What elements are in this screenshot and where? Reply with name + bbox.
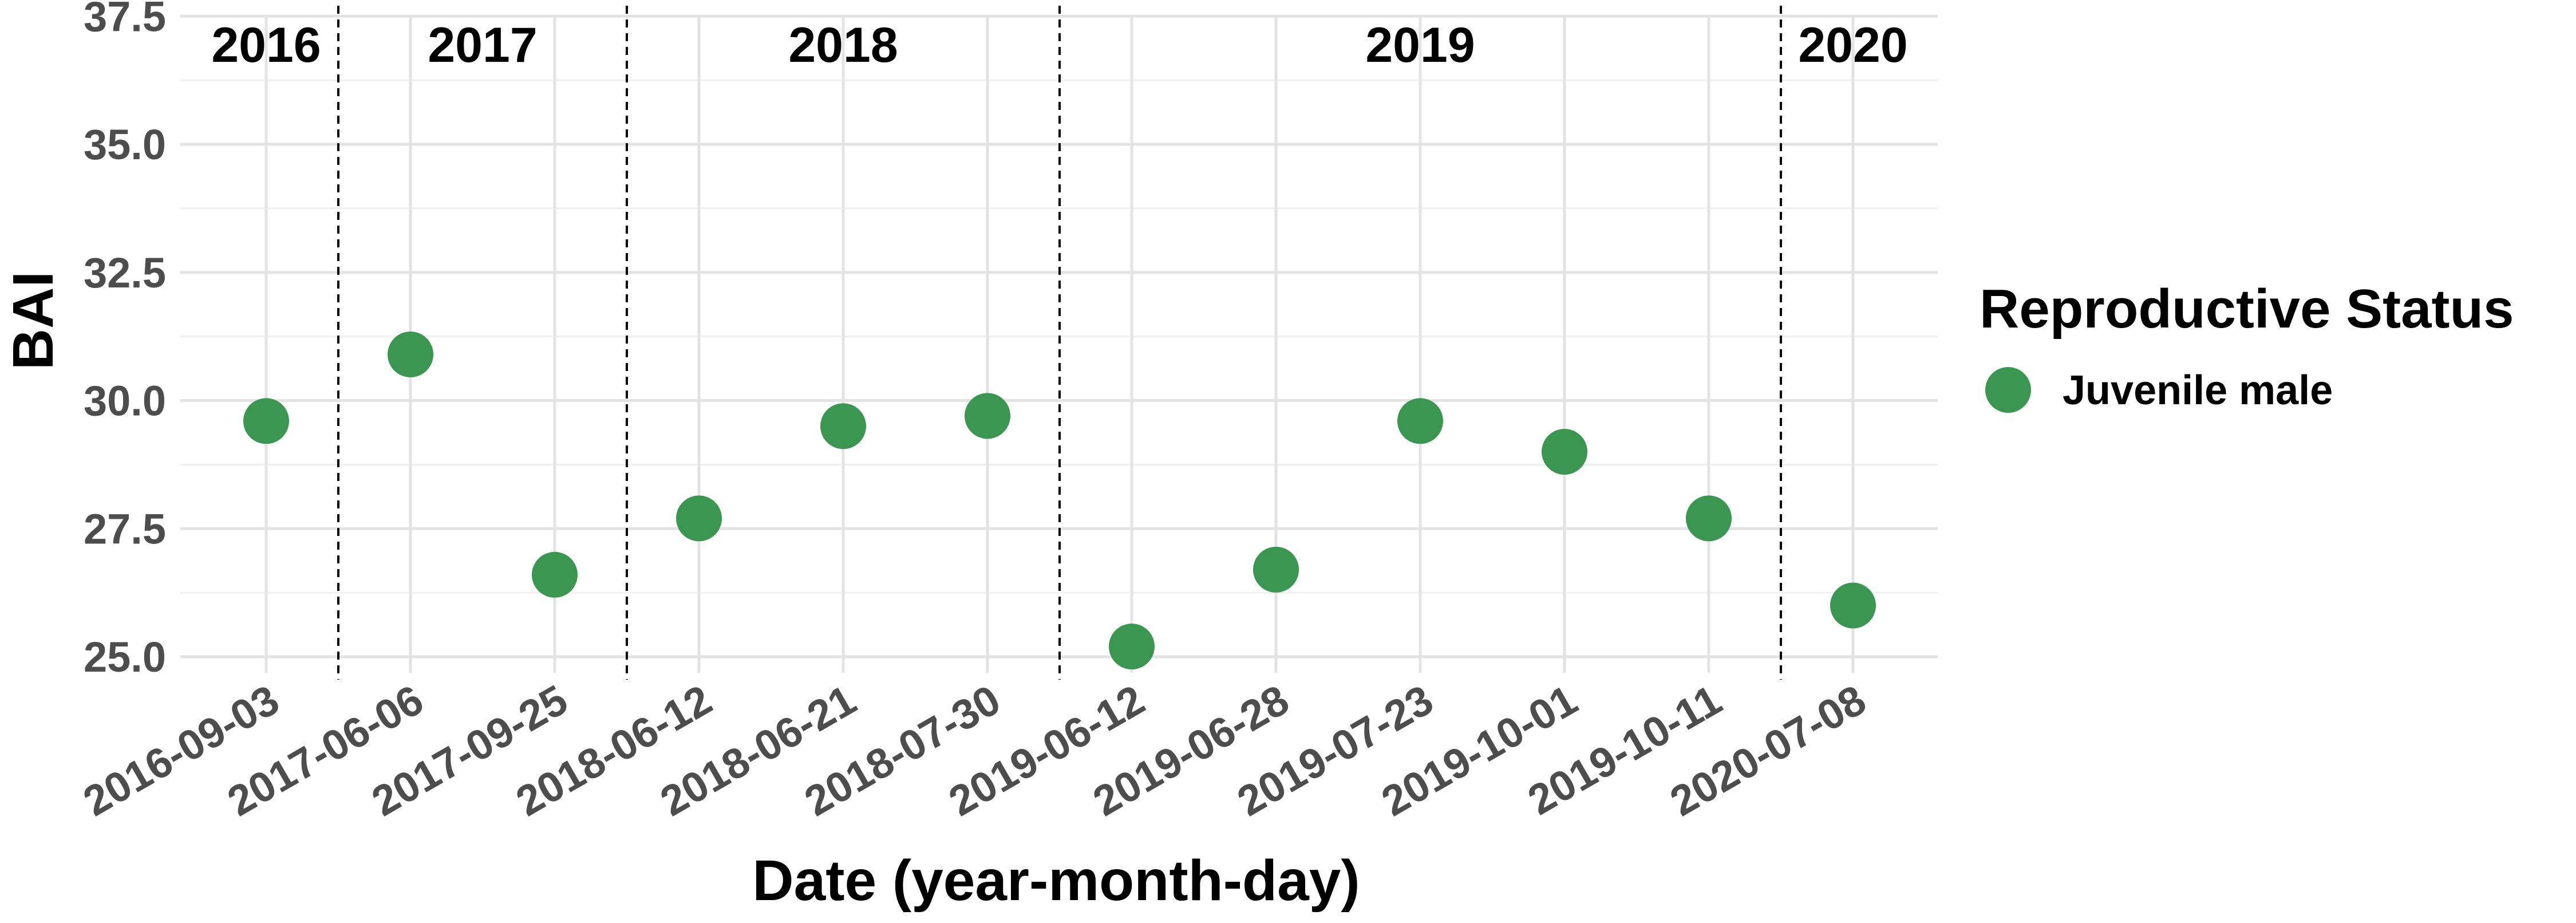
y-tick-label: 27.5 — [84, 505, 166, 553]
y-tick-label: 37.5 — [84, 0, 166, 40]
data-point — [1253, 546, 1299, 593]
legend-title: Reproductive Status — [1980, 278, 2514, 340]
data-point — [243, 398, 289, 444]
legend-label-juvenile-male: Juvenile male — [2063, 368, 2333, 413]
data-points — [243, 331, 1876, 670]
data-point — [388, 331, 433, 377]
data-point — [1109, 624, 1155, 670]
data-point — [1542, 429, 1587, 475]
year-label: 2016 — [211, 18, 321, 73]
data-point — [532, 551, 578, 598]
y-tick-label: 35.0 — [84, 121, 166, 168]
x-tick-labels: 2016-09-032017-06-062017-09-252018-06-12… — [76, 676, 1874, 825]
data-point — [676, 495, 722, 542]
legend: Reproductive Status Juvenile male — [1980, 278, 2514, 413]
y-tick-label: 25.0 — [84, 633, 166, 681]
x-axis-title: Date (year-month-day) — [752, 849, 1360, 913]
data-point — [1397, 398, 1443, 444]
data-point — [820, 403, 866, 449]
data-point — [1830, 582, 1876, 629]
y-tick-label: 32.5 — [84, 249, 166, 297]
year-label: 2019 — [1365, 18, 1475, 73]
y-tick-label: 30.0 — [84, 377, 166, 425]
year-label: 2020 — [1798, 18, 1907, 73]
data-point — [965, 393, 1010, 439]
y-tick-labels: 25.0 27.5 30.0 32.5 35.0 37.5 — [84, 0, 166, 681]
year-label: 2017 — [428, 18, 537, 73]
year-labels: 2016 2017 2018 2019 2020 — [211, 18, 1907, 73]
legend-swatch-juvenile-male — [1985, 367, 2031, 413]
year-label: 2018 — [788, 18, 898, 73]
data-point — [1686, 495, 1732, 542]
y-axis-title: BAI — [1, 271, 65, 370]
year-separators — [337, 6, 1782, 680]
